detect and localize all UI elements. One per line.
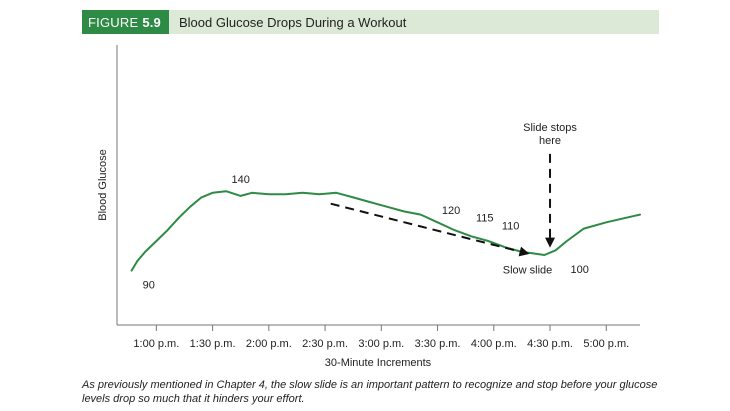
figure-number-badge: FIGURE 5.9 [82, 10, 169, 34]
x-tick-label: 4:00 p.m. [471, 338, 517, 350]
figure-prefix: FIGURE [88, 14, 139, 30]
data-label-100: 100 [570, 264, 588, 276]
x-tick-label: 5:00 p.m. [583, 338, 629, 350]
x-tick-label: 1:30 p.m. [190, 338, 236, 350]
x-tick-label: 3:30 p.m. [415, 338, 461, 350]
data-label-90: 90 [143, 280, 155, 292]
slow-slide-arrow [330, 202, 530, 257]
x-tick-label: 1:00 p.m. [133, 338, 179, 350]
x-axis-label: 30-Minute Increments [325, 357, 432, 369]
figure-caption: As previously mentioned in Chapter 4, th… [82, 379, 658, 405]
x-tick-label: 2:00 p.m. [246, 338, 292, 350]
x-tick-label: 4:30 p.m. [527, 338, 573, 350]
figure-title: Blood Glucose Drops During a Workout [178, 14, 407, 30]
x-tick-label: 3:00 p.m. [358, 338, 404, 350]
data-label-110: 110 [502, 220, 520, 232]
figure-header: FIGURE 5.9 Blood Glucose Drops During a … [82, 10, 659, 34]
x-tick-label: 2:30 p.m. [302, 338, 348, 350]
slide-stops-label: Slide stops [523, 122, 577, 134]
y-axis-label: Blood Glucose [97, 149, 109, 221]
slow-slide-label: Slow slide [503, 264, 553, 276]
data-label-140: 140 [232, 174, 250, 186]
data-label-120: 120 [442, 205, 460, 217]
figure-number: 5.9 [142, 14, 161, 30]
data-label-115: 115 [476, 213, 494, 225]
glucose-series-line [130, 190, 641, 272]
slide-stops-label: here [539, 135, 561, 147]
